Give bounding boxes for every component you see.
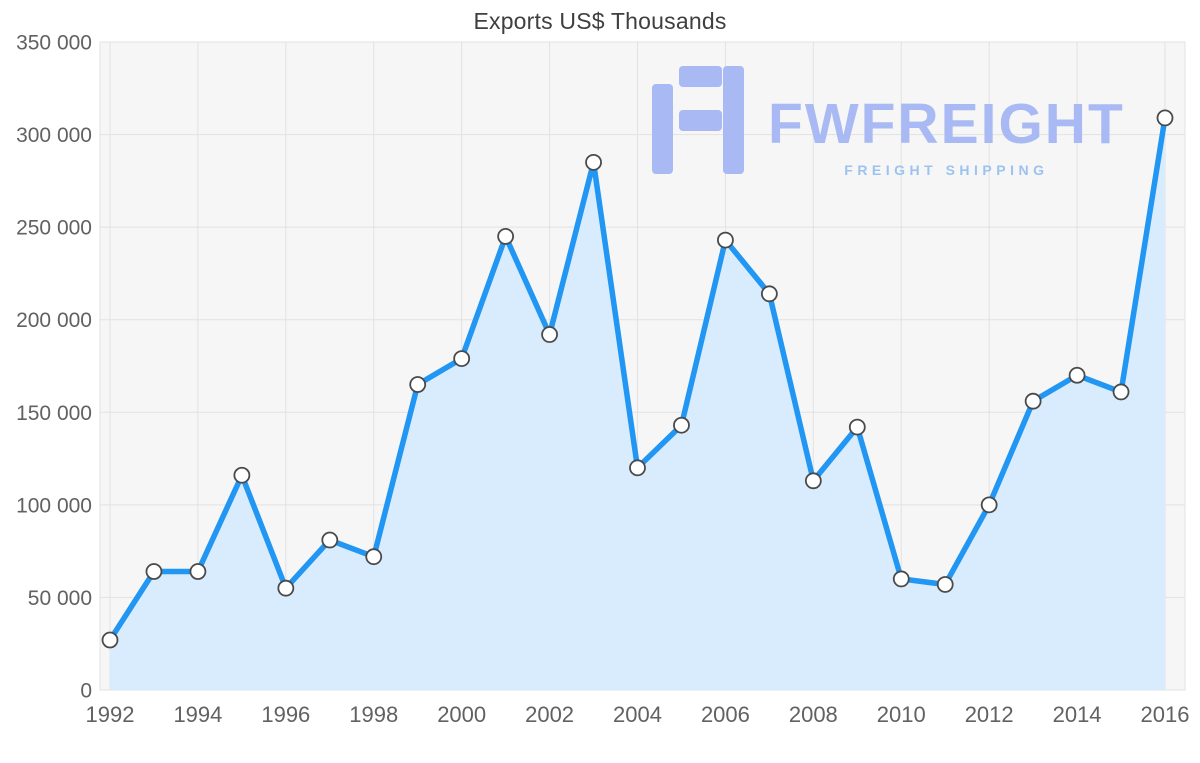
y-axis-label: 150 000 xyxy=(16,402,92,425)
y-axis-label: 0 xyxy=(80,680,92,703)
data-point-1998[interactable] xyxy=(365,548,383,566)
data-point-2016[interactable] xyxy=(1156,109,1174,127)
data-point-2008[interactable] xyxy=(804,472,822,490)
y-axis-label: 200 000 xyxy=(16,309,92,332)
x-axis-label: 1998 xyxy=(349,702,398,727)
area-fill xyxy=(110,117,1165,690)
data-point-2002[interactable] xyxy=(541,326,558,343)
data-point-2013[interactable] xyxy=(1024,392,1042,410)
data-point-1995[interactable] xyxy=(233,466,251,484)
data-point-2011[interactable] xyxy=(936,576,954,593)
y-axis-label: 250 000 xyxy=(16,217,92,240)
data-point-1994[interactable] xyxy=(189,563,207,580)
x-axis-label: 2008 xyxy=(789,702,838,727)
x-axis-label: 1994 xyxy=(173,702,222,727)
x-axis-label: 2000 xyxy=(437,702,486,727)
data-point-2012[interactable] xyxy=(980,496,998,514)
data-point-1993[interactable] xyxy=(145,563,163,580)
chart-title: Exports US$ Thousands xyxy=(473,8,727,34)
y-axis-label: 50 000 xyxy=(28,587,92,610)
data-point-2015[interactable] xyxy=(1112,383,1130,401)
y-axis-label: 350 000 xyxy=(16,32,92,55)
y-axis-label: 100 000 xyxy=(16,494,92,517)
data-point-1996[interactable] xyxy=(277,579,295,597)
x-axis-label: 1992 xyxy=(86,702,135,727)
data-point-1997[interactable] xyxy=(321,531,339,549)
data-point-2010[interactable] xyxy=(892,570,910,588)
data-point-2005[interactable] xyxy=(673,416,690,434)
data-point-2003[interactable] xyxy=(585,153,602,171)
y-axis-label: 300 000 xyxy=(16,124,92,147)
data-point-1999[interactable] xyxy=(409,376,427,393)
x-axis-label: 2016 xyxy=(1141,702,1190,727)
x-axis-label: 2010 xyxy=(877,702,926,727)
data-point-2004[interactable] xyxy=(629,459,646,477)
x-axis-label: 2002 xyxy=(525,702,574,727)
data-point-2001[interactable] xyxy=(497,227,515,245)
x-axis-label: 2014 xyxy=(1053,702,1102,727)
data-point-2014[interactable] xyxy=(1068,366,1086,384)
data-point-1992[interactable] xyxy=(101,631,119,649)
data-point-2006[interactable] xyxy=(717,231,734,249)
data-point-2000[interactable] xyxy=(453,350,471,367)
x-axis-label: 2006 xyxy=(701,702,750,727)
x-axis-label: 1996 xyxy=(261,702,310,727)
x-axis-label: 2012 xyxy=(965,702,1014,727)
data-point-2007[interactable] xyxy=(760,285,778,303)
x-axis-label: 2004 xyxy=(613,702,662,727)
data-point-2009[interactable] xyxy=(848,418,866,436)
